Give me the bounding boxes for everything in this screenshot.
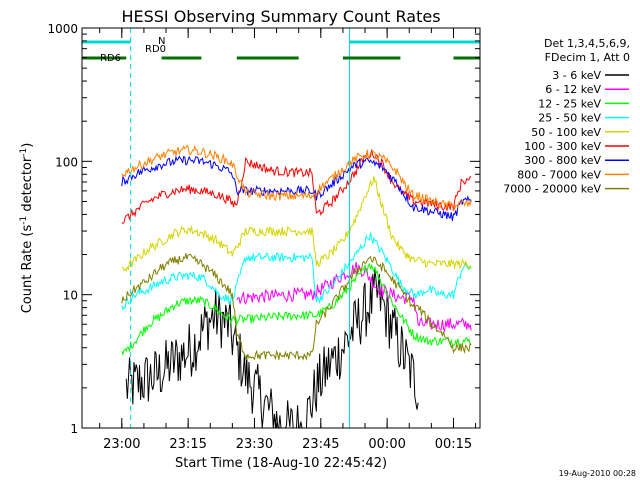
y-tick-label-4: 1000 xyxy=(47,22,78,36)
x-tick-label-4: 23:45 xyxy=(302,437,339,452)
series-line-2 xyxy=(236,261,472,333)
series-line-1 xyxy=(125,269,419,430)
y-axis-label: Count Rate (s-1 detector-1) xyxy=(19,143,35,314)
legend-label-2: 6 - 12 keV xyxy=(545,83,601,96)
x-tick-label-1: 23:00 xyxy=(103,437,140,452)
series-line-6 xyxy=(121,149,472,225)
series-line-8 xyxy=(121,144,472,211)
legend-label-3: 12 - 25 keV xyxy=(538,97,601,110)
segment-label-rd6: RD6 xyxy=(100,53,121,64)
y-axis-label-sup2: -1 xyxy=(19,148,29,157)
x-axis-label: Start Time (18-Aug-10 22:45:42) xyxy=(175,456,387,471)
legend-label-8: 800 - 7000 keV xyxy=(517,168,601,181)
y-axis-label-end: ) xyxy=(20,143,35,148)
legend-label-1: 3 - 6 keV xyxy=(552,69,601,82)
series-line-9 xyxy=(121,253,472,361)
y-axis-label-sup1: -1 xyxy=(19,216,29,225)
chart-title: HESSI Observing Summary Count Rates xyxy=(121,7,440,26)
legend-label-4: 25 - 50 keV xyxy=(538,112,601,125)
legend: Det 1,3,4,5,6,9, FDecim 1, Att 0 3 - 6 k… xyxy=(503,37,630,196)
y-tick-label-3: 100 xyxy=(55,155,78,169)
y-axis-label-mid: detector xyxy=(20,156,35,216)
legend-label-9: 7000 - 20000 keV xyxy=(503,183,601,196)
legend-label-5: 50 - 100 keV xyxy=(531,126,601,139)
x-tick-label-3: 23:30 xyxy=(236,437,273,452)
series-line-5 xyxy=(121,176,472,272)
segment-label-n: N xyxy=(158,36,165,47)
y-tick-label-2: 10 xyxy=(63,289,78,303)
plot-frame xyxy=(81,27,481,429)
series-line-4 xyxy=(121,232,472,312)
legend-header-line-1: Det 1,3,4,5,6,9, xyxy=(544,37,630,50)
x-tick-label-2: 23:15 xyxy=(169,437,206,452)
series-line-7 xyxy=(121,155,472,222)
footer-date: 19-Aug-2010 00:28 xyxy=(559,469,636,478)
x-tick-label-6: 00:15 xyxy=(435,437,472,452)
legend-label-6: 100 - 300 keV xyxy=(524,140,601,153)
legend-header-line-2: FDecim 1, Att 0 xyxy=(545,51,630,64)
segment-label-rd0: RD0 xyxy=(145,44,166,55)
y-axis-label-main: Count Rate (s xyxy=(20,225,35,314)
x-tick-label-5: 00:00 xyxy=(368,437,405,452)
series-line-3 xyxy=(121,262,472,356)
legend-label-7: 300 - 800 keV xyxy=(524,154,601,167)
axes: 1 10 100 1000 23:00 23:15 23:30 23:45 00:00 00:15 xyxy=(47,22,481,452)
y-tick-label-1: 1 xyxy=(70,422,78,436)
